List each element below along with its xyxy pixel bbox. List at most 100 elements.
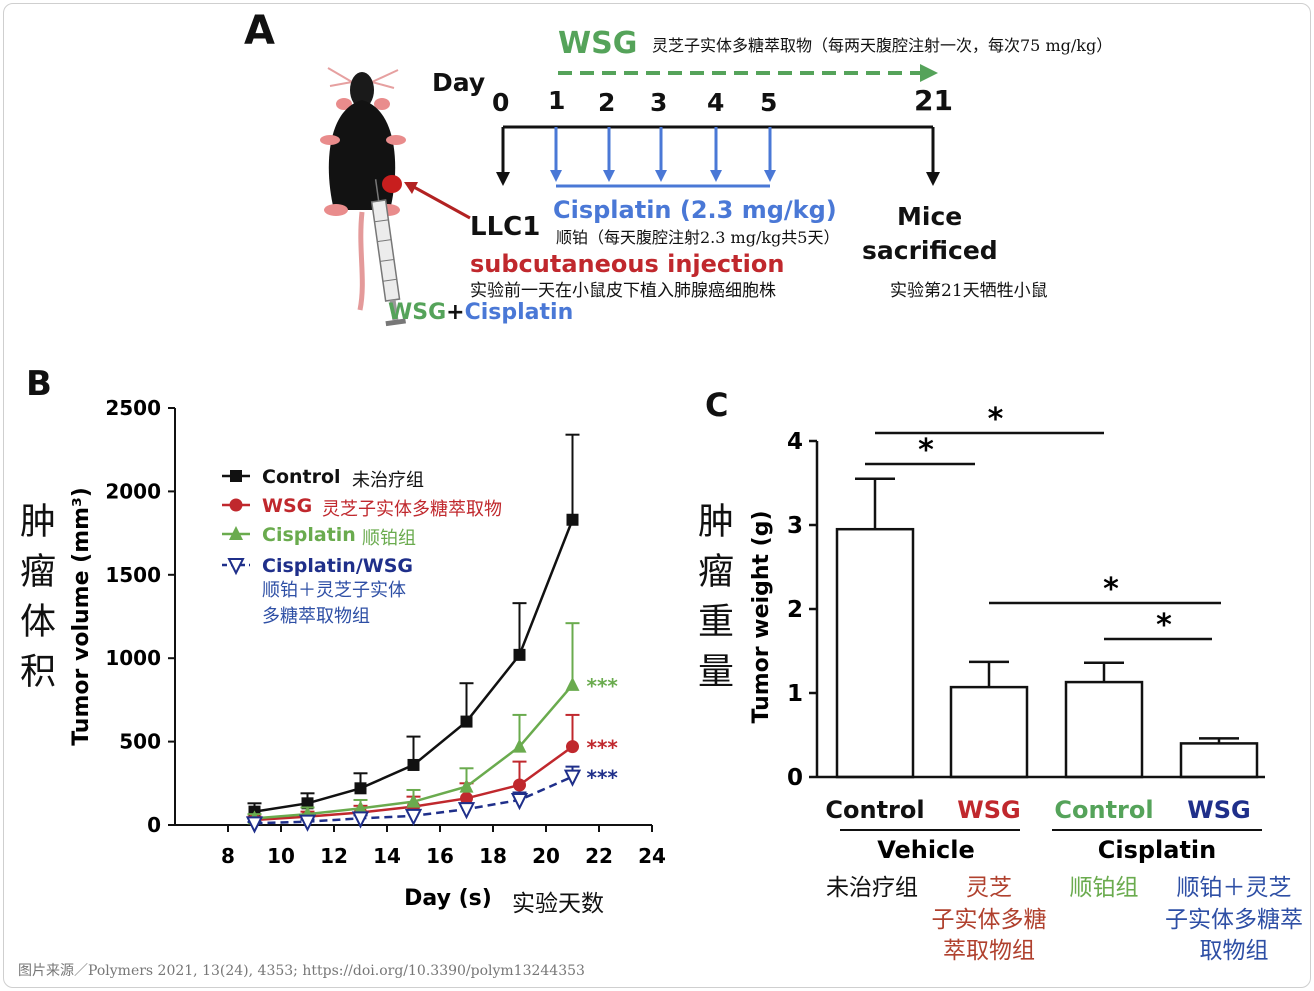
sacrificed-label: sacrificed: [862, 236, 998, 265]
data-point: [513, 648, 526, 661]
data-point: [353, 800, 368, 815]
legend-label-cn: 未治疗组: [352, 470, 424, 491]
significance-label: ***: [587, 674, 619, 698]
day-1: 1: [548, 86, 566, 115]
cisplatin-dose-label: Cisplatin (2.3 mg/kg): [553, 196, 837, 224]
group-label: Vehicle: [877, 836, 975, 864]
data-point: [566, 513, 579, 526]
bar: [949, 685, 1029, 779]
cisplatin-note-cn: 顺铂（每天腹腔注射2.3 mg/kg共5天）: [556, 228, 840, 247]
category-label: WSG: [957, 796, 1020, 824]
y-tick-label: 0: [787, 765, 803, 791]
category-label-cn: 顺铂组: [1070, 875, 1139, 901]
mouse-illustration: [320, 67, 471, 327]
data-point: [407, 758, 420, 771]
y-tick-label: 2: [787, 597, 803, 623]
data-point: [460, 791, 473, 805]
y-tick-label: 500: [119, 730, 161, 754]
panel-b-side-cn: 肿瘤体积: [14, 502, 55, 702]
x-tick-label: 14: [373, 844, 401, 868]
legend-label-cn: 多糖萃取物组: [262, 606, 370, 627]
panel-c-side-cn: 肿瘤重量: [692, 502, 733, 702]
significance-label: ***: [587, 766, 619, 790]
data-point: [460, 715, 473, 728]
source-footer: 图片来源／Polymers 2021, 13(24), 4353; https:…: [18, 963, 585, 979]
significance-label: ***: [587, 736, 619, 760]
panel-b-label: B: [26, 364, 52, 404]
mice-label: Mice: [897, 202, 963, 231]
panel-a-label: A: [244, 8, 275, 54]
legend-marker: [227, 558, 245, 576]
cisplatin-dose-arrows: [550, 127, 776, 188]
data-point: [566, 740, 579, 754]
tumor-weight-chart: 0 1 2 3 4 Tumor weight (g) Control WSG Control WS…: [749, 402, 1303, 964]
day-2: 2: [598, 88, 616, 117]
x-axis-title: Day (s): [404, 886, 492, 911]
x-tick-label: 8: [221, 844, 235, 868]
y-axis-title: Tumor weight (g): [749, 510, 774, 723]
data-point: [510, 792, 529, 811]
bar: [835, 527, 915, 779]
data-point: [298, 814, 317, 832]
timeline: [496, 64, 940, 188]
category-label-cn: 取物组: [1200, 938, 1269, 964]
day-0: 0: [492, 88, 510, 117]
legend-label-cn: 顺铂组: [362, 528, 416, 549]
category-label-cn: 顺铂＋灵芝: [1177, 875, 1292, 901]
bar: [1064, 680, 1144, 779]
y-tick-label: 1000: [105, 646, 161, 670]
panel-b-xlabel-cn: 实验天数: [512, 891, 604, 917]
wsg-label: WSG: [558, 26, 638, 61]
bar: [1179, 742, 1259, 779]
combo-label: WSG+Cisplatin: [388, 300, 573, 325]
combo-wsg: WSG: [388, 300, 447, 325]
data-point: [459, 778, 474, 793]
y-tick-label: 1500: [105, 563, 161, 587]
legend-marker: [230, 470, 242, 482]
x-tick-label: 22: [585, 844, 613, 868]
subcut-note-cn: 实验前一天在小鼠皮下植入肺腺癌细胞株: [470, 281, 776, 301]
significance-star: *: [1103, 572, 1119, 607]
data-point: [351, 811, 370, 829]
data-point: [404, 808, 423, 827]
significance-star: *: [918, 433, 934, 468]
category-label: Control: [825, 796, 924, 824]
panel-c-label: C: [705, 386, 729, 424]
legend-label: WSG: [262, 495, 312, 517]
wsg-note-cn: 灵芝子实体多糖萃取物（每两天腹腔注射一次，每次75 mg/kg）: [652, 36, 1113, 55]
subcut-label: subcutaneous injection: [470, 250, 785, 278]
data-point: [565, 676, 580, 691]
x-tick-label: 24: [638, 844, 666, 868]
category-label: WSG: [1187, 796, 1250, 824]
y-tick-label: 3: [787, 513, 803, 539]
legend-label: Cisplatin: [262, 524, 356, 546]
figure-frame: [3, 3, 1311, 988]
day-label: Day: [432, 68, 486, 97]
day-21: 21: [914, 84, 953, 117]
legend: Control WSG Cisplatin Cisplatin/WSG 未治疗组灵芝子实…: [222, 466, 502, 627]
data-point: [513, 778, 526, 792]
legend-label-cn: 灵芝子实体多糖萃取物: [322, 499, 502, 520]
x-tick-label: 18: [479, 844, 507, 868]
tumor-volume-chart: 0 500 1000 1500 2000 2500 8 10 12 14 16 18 20 22 24 Day…: [69, 396, 666, 911]
data-point: [245, 816, 264, 834]
legend-label: Cisplatin/WSG: [262, 555, 413, 577]
data-point: [512, 738, 527, 753]
llc1-label: LLC1: [470, 212, 541, 242]
y-tick-label: 2500: [105, 396, 161, 420]
category-label-cn: 子实体多糖: [932, 907, 1047, 933]
y-axis-title: Tumor volume (mm³): [69, 487, 94, 746]
data-point: [354, 782, 367, 795]
x-tick-label: 12: [320, 844, 348, 868]
data-point: [563, 769, 582, 787]
day-4: 4: [707, 88, 725, 117]
category-label: Control: [1054, 796, 1153, 824]
x-tick-label: 10: [267, 844, 295, 868]
data-point: [406, 793, 421, 808]
series-wsg: ***: [247, 713, 619, 827]
group-label: Cisplatin: [1098, 836, 1217, 864]
y-tick-label: 2000: [105, 479, 161, 503]
y-tick-label: 4: [787, 429, 803, 455]
data-point: [301, 797, 314, 810]
day-3: 3: [650, 88, 668, 117]
